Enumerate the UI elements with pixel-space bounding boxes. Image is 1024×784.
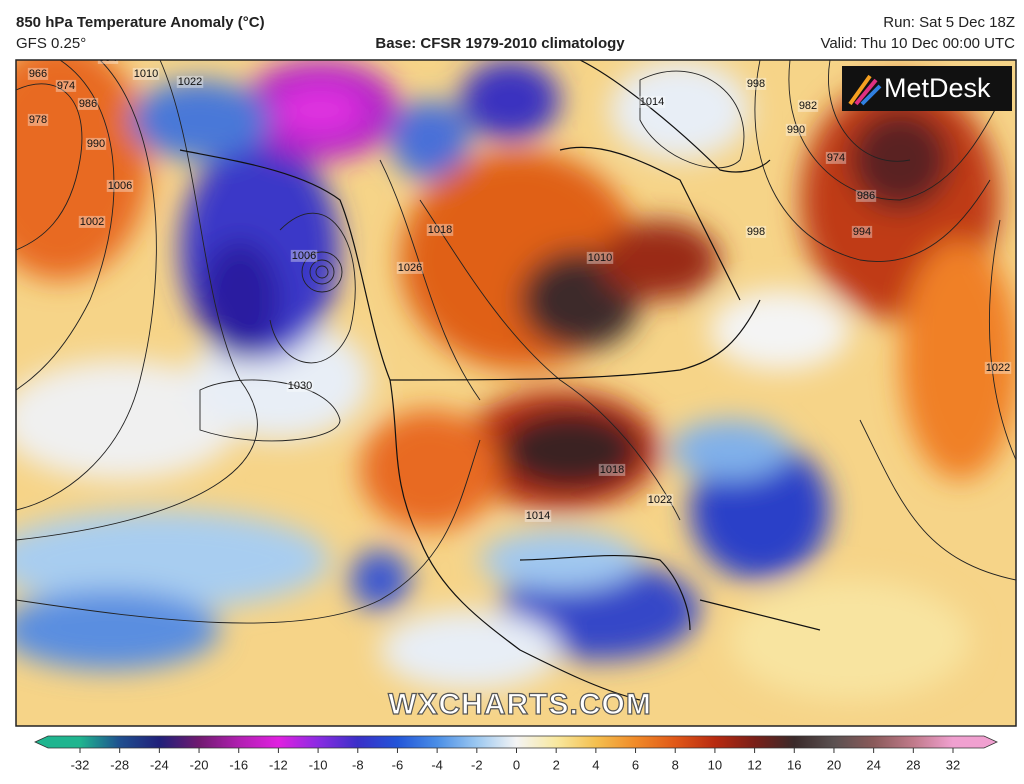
isobar-label: 1010 (134, 68, 158, 80)
model-label: GFS 0.25° (16, 35, 86, 52)
isobar-label-bg (396, 261, 424, 274)
colorbar-tick-label: -12 (269, 757, 288, 772)
colorbar-tick-label: 8 (672, 757, 679, 772)
isobar-label-bg (638, 95, 666, 108)
isobar-label: 1018 (600, 464, 624, 476)
isobar-label-bg (85, 137, 107, 150)
isobar-label: 1022 (178, 76, 202, 88)
isobar-label-bg (586, 251, 614, 264)
isobar-label: 1014 (640, 96, 664, 108)
isobar-label-bg (27, 67, 49, 80)
isobar-label-bg (825, 151, 847, 164)
colorbar-tick-label: -4 (431, 757, 443, 772)
isobar-label-bg (785, 123, 807, 136)
colorbar-tick-label: 16 (787, 757, 801, 772)
isobar-label: 1006 (108, 180, 132, 192)
isobar-label: 1026 (398, 262, 422, 274)
isobar-label-bg (984, 361, 1012, 374)
logo-icon (848, 74, 882, 106)
isobar-label-bg (426, 223, 454, 236)
colorbar-tick-label: 4 (592, 757, 599, 772)
isobar-label: 1022 (986, 362, 1010, 374)
isobar-label-bg (27, 113, 49, 126)
isobar-label: 986 (857, 190, 875, 202)
isobar-label-bg (132, 67, 160, 80)
isobar-label: 974 (57, 80, 75, 92)
anomaly-field (16, 60, 1016, 700)
isobar-label: 994 (99, 52, 117, 64)
base-label: Base: CFSR 1979-2010 climatology (375, 35, 625, 52)
colorbar (34, 735, 998, 749)
isobar-label-bg (77, 97, 99, 110)
isobar-label-bg (646, 493, 674, 506)
isobar-label: 998 (747, 226, 765, 238)
isobar-label-bg (745, 225, 767, 238)
isobar-label-bg (106, 179, 134, 192)
isobar-label-bg (78, 215, 106, 228)
colorbar-tick-label: -32 (71, 757, 90, 772)
colorbar-ticks: -32 -28 -24 -20 -16 -12 -10 -8 -6 -4 -2 0 2 4 6 8 10 12 16… (71, 748, 960, 772)
colorbar-tick-label: 0 (513, 757, 520, 772)
isobar-label: 978 (29, 114, 47, 126)
watermark: WXCHARTS.COM (388, 688, 652, 721)
isobar-label: 990 (87, 138, 105, 150)
isobar-label-bg (176, 75, 204, 88)
map-title: 850 hPa Temperature Anomaly (°C) (16, 14, 265, 31)
colorbar-tick-label: -20 (190, 757, 209, 772)
colorbar-tick-label: -8 (352, 757, 364, 772)
isobar-label-bg (290, 249, 318, 262)
map-area: 978 974 966 994 986 990 1010 1022 1006 1002 1006 10… (16, 52, 1016, 726)
colorbar-tick-label: -6 (392, 757, 404, 772)
isobar-label: 998 (747, 78, 765, 90)
isobar-label-bg (286, 379, 314, 392)
colorbar-tick-label: -16 (229, 757, 248, 772)
colorbar-tick-label: 12 (747, 757, 761, 772)
isobar-label: 966 (29, 68, 47, 80)
isobar-label: 982 (799, 100, 817, 112)
colorbar-tick-label: 20 (827, 757, 841, 772)
isobar-label-bg (97, 60, 119, 64)
colorbar-tick-label: 2 (553, 757, 560, 772)
isobar-label-bg (524, 509, 552, 522)
isobars (16, 60, 1016, 624)
isobar-label-bg (851, 225, 873, 238)
isobar-label: 986 (79, 98, 97, 110)
isobar-labels: 978 974 966 994 986 990 1010 1022 1006 1002 1006 10… (27, 52, 1012, 522)
isobar-label-bg (855, 189, 877, 202)
logo-text: MetDesk (884, 73, 991, 103)
isobar-label-bg (797, 99, 819, 112)
isobar-label: 974 (827, 152, 845, 164)
isobar-label: 1018 (428, 224, 452, 236)
isobar-label: 1006 (292, 250, 316, 262)
colorbar-tick-label: 32 (946, 757, 960, 772)
isobar-label: 990 (787, 124, 805, 136)
isobar-label: 1030 (288, 380, 312, 392)
coastlines (179, 60, 821, 701)
valid-label: Valid: Thu 10 Dec 00:00 UTC (820, 35, 1015, 52)
isobar-label-bg (745, 77, 767, 90)
colorbar-tick-label: 10 (708, 757, 722, 772)
colorbar-tick-label: -24 (150, 757, 169, 772)
map-frame (15, 59, 1017, 727)
isobar-label: 1002 (80, 216, 104, 228)
colorbar-tick-label: 24 (866, 757, 880, 772)
colorbar-tick-label: 28 (906, 757, 920, 772)
isobar-label: 1010 (588, 252, 612, 264)
isobar-label: 1014 (526, 510, 550, 522)
run-label: Run: Sat 5 Dec 18Z (883, 14, 1015, 31)
isobar-label: 1022 (648, 494, 672, 506)
colorbar-tick-label: -2 (471, 757, 483, 772)
isobar-label-bg (55, 79, 77, 92)
colorbar-tick-label: 6 (632, 757, 639, 772)
colorbar-tick-label: -28 (110, 757, 129, 772)
isobar-label-bg (598, 463, 626, 476)
isobar-label: 994 (853, 226, 871, 238)
colorbar-tick-label: -10 (309, 757, 328, 772)
